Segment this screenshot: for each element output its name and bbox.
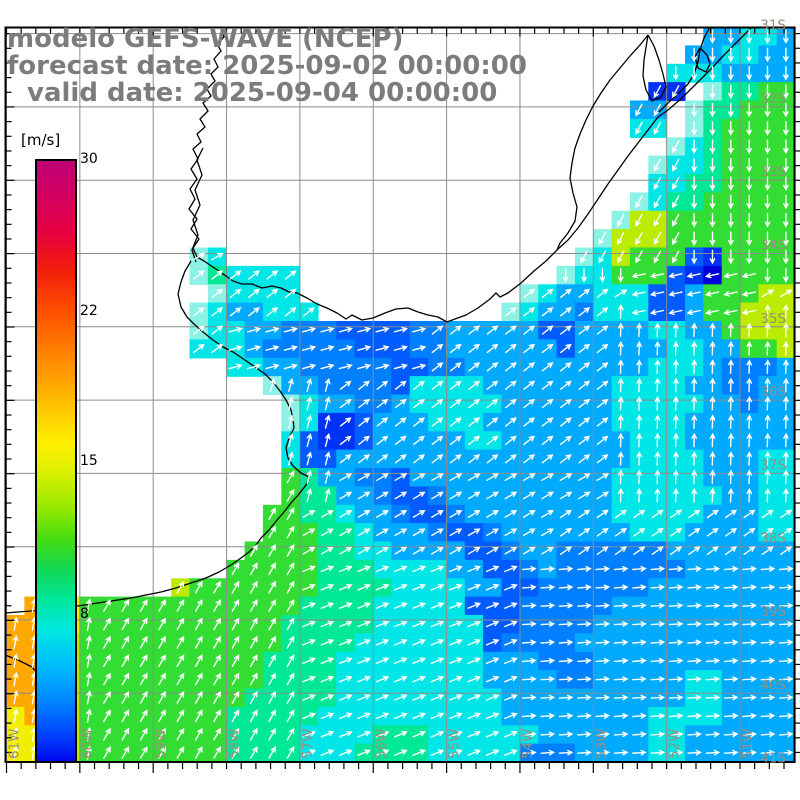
longitude-label: 58W <box>227 728 243 759</box>
latitude-label: 38S <box>760 531 786 547</box>
axis-ticks <box>5 27 800 773</box>
colorbar-tick-8: 8 <box>80 605 89 622</box>
colorbar <box>35 159 77 763</box>
longitude-label: 55W <box>447 728 463 759</box>
coastline <box>4 26 753 675</box>
longitude-label: 60W <box>80 728 96 759</box>
colorbar-tick-15: 15 <box>80 453 98 470</box>
longitude-label: 56W <box>373 728 389 759</box>
map-frame <box>4 26 796 763</box>
longitude-label: 59W <box>153 728 169 759</box>
graticule-lines <box>5 27 795 762</box>
longitude-label: 54W <box>520 728 536 759</box>
latitude-label: 41S <box>760 751 786 767</box>
latitude-label: 31S <box>760 18 786 34</box>
longitude-label: 51W <box>740 728 756 759</box>
longitude-label: 52W <box>667 728 683 759</box>
colorbar-unit-label: [m/s] <box>21 131 61 149</box>
latitude-label: 36S <box>760 384 786 400</box>
direction-arrows <box>12 29 794 760</box>
colorbar-tick-30: 30 <box>80 151 98 167</box>
field-cells <box>6 27 796 763</box>
latitude-label: 34S <box>760 238 786 254</box>
longitude-label: 61W <box>7 728 23 759</box>
longitude-label: 53W <box>593 728 609 759</box>
latitude-label: 37S <box>760 457 786 473</box>
longitude-label: 57W <box>300 728 316 759</box>
latitude-label: 33S <box>760 164 786 180</box>
axis-labels: 61W 60W 59W 58W 57W 56W 55W 54W 53W 52W 51W 31S 32S 3… <box>7 18 787 767</box>
latitude-label: 39S <box>760 604 786 620</box>
latitude-label: 40S <box>760 677 786 693</box>
colorbar-tick-22: 22 <box>80 302 98 319</box>
latitude-label: 35S <box>760 311 786 327</box>
latitude-label: 32S <box>760 91 786 107</box>
